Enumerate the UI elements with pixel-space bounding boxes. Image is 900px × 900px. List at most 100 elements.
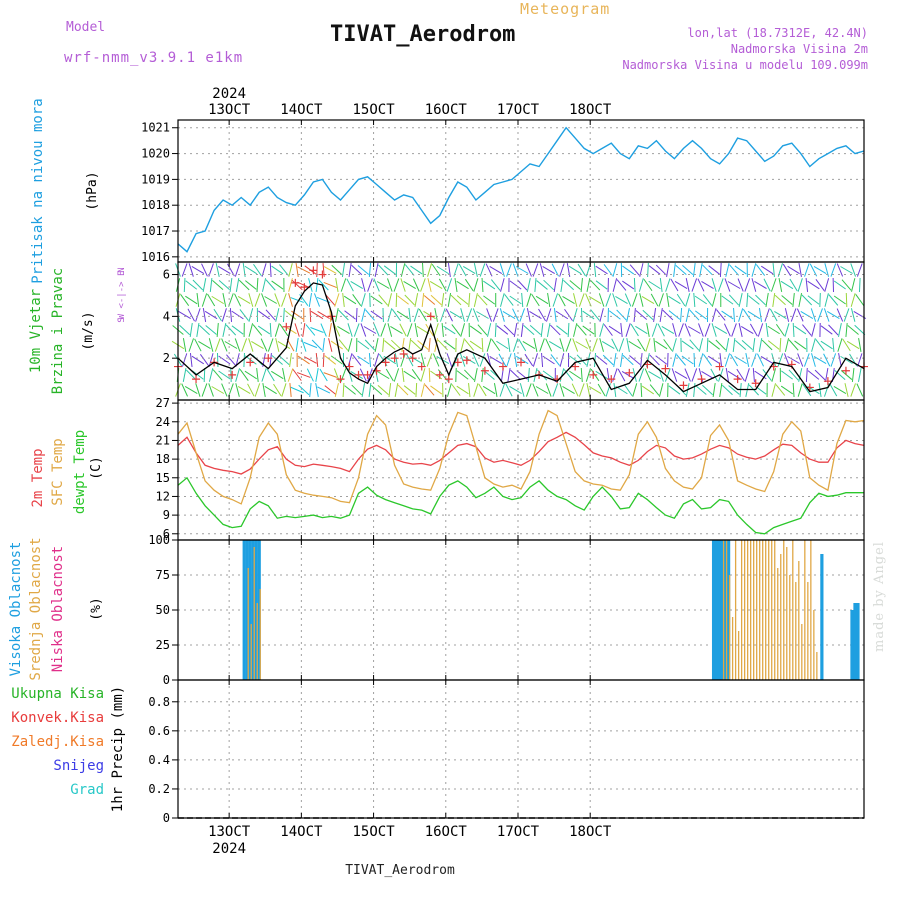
- wind-barb: [383, 265, 396, 275]
- wind-barb: [323, 281, 337, 289]
- bottom-time-label: 17OCT: [497, 824, 540, 840]
- wind-barb: [275, 338, 280, 352]
- axis-labels: 1016101710181019102010212466912151821242…: [8, 86, 612, 878]
- wind-barb: [178, 311, 191, 319]
- gust-marker: [300, 283, 309, 292]
- wind-barb: [403, 385, 416, 395]
- wind-barb: [248, 338, 254, 352]
- wind-barb: [347, 323, 353, 337]
- wind-barb: [622, 265, 635, 275]
- wind-barb: [334, 383, 339, 397]
- wind-barb: [196, 292, 200, 308]
- wind-barb: [740, 325, 754, 335]
- y-tick-label: 100: [148, 533, 170, 547]
- wind-barb: [436, 265, 449, 275]
- wind-barb: [672, 353, 677, 367]
- wind-barb: [253, 263, 262, 277]
- cloud-high-bar: [242, 540, 246, 680]
- wind-barb: [388, 382, 392, 398]
- wind-barb: [608, 325, 622, 335]
- wind-barb: [517, 279, 528, 291]
- wind-barb: [602, 354, 614, 366]
- wind-barb: [550, 354, 561, 366]
- wind-barb: [330, 355, 343, 365]
- wind-barb: [361, 383, 366, 397]
- wind-barb: [324, 355, 337, 365]
- wind-barb: [238, 279, 250, 291]
- wind-barb: [185, 295, 198, 305]
- wind-barb: [711, 308, 717, 322]
- precip-legend-item: Zaledj.Kisa: [11, 734, 104, 750]
- wind-barb: [506, 263, 512, 277]
- y-tick-label: 18: [156, 452, 170, 466]
- wind-barb: [635, 310, 648, 320]
- wind-barb: [180, 294, 190, 306]
- wind-barb: [359, 368, 367, 382]
- wind-barb: [545, 383, 552, 397]
- wind-barb: [260, 338, 268, 352]
- wind-barb: [387, 278, 393, 292]
- wind-barb: [616, 279, 627, 291]
- wind-barb: [520, 322, 524, 338]
- wind-barb: [710, 368, 718, 382]
- wind-barb: [257, 325, 271, 335]
- wind-barb: [721, 295, 734, 305]
- wind-barb: [733, 307, 736, 323]
- wind-barb: [224, 341, 238, 349]
- gust-marker: [823, 377, 832, 386]
- wind-barb: [553, 278, 557, 292]
- wind-barb: [643, 278, 653, 292]
- wind-barb: [481, 277, 484, 293]
- wind-barb: [796, 308, 804, 322]
- wind-barb: [593, 352, 597, 368]
- wind-barb: [282, 368, 286, 382]
- wind-barb: [840, 370, 853, 380]
- wind-barb: [601, 341, 615, 349]
- wind-barb: [315, 277, 319, 293]
- wind-barb: [183, 277, 186, 293]
- wind-barb: [847, 325, 859, 335]
- wind-barb: [774, 310, 787, 320]
- wind-barb: [261, 293, 268, 307]
- cloud-unit: (%): [89, 597, 104, 620]
- wind-barb: [595, 370, 608, 380]
- wind-barb: [840, 266, 853, 274]
- wind-barb: [449, 311, 463, 319]
- cloud-high-bar: [245, 540, 249, 680]
- footer-title: TIVAT_Aerodrom: [345, 863, 455, 878]
- wind-barb: [659, 277, 663, 293]
- wind-barb: [744, 368, 750, 382]
- wind-barb: [317, 386, 331, 394]
- wind-barb: [196, 323, 200, 337]
- wind-barb: [234, 293, 242, 307]
- wind-barb: [282, 307, 285, 323]
- wind-barb: [393, 278, 400, 292]
- model-elevation: Nadmorska Visina u modelu 109.099m: [622, 58, 868, 72]
- wind-barb: [182, 338, 187, 352]
- wind-barb: [181, 383, 188, 397]
- wind-barb: [275, 308, 280, 322]
- wind-barb: [201, 293, 208, 307]
- wind-barb: [580, 277, 583, 293]
- wind-barb: [399, 323, 407, 337]
- wind-barb: [211, 386, 225, 394]
- wind-barb: [665, 278, 671, 292]
- wind-barb: [585, 338, 592, 352]
- wind-barb: [612, 263, 618, 277]
- wind-barb: [500, 293, 505, 307]
- wind-barb: [777, 353, 784, 367]
- wind-barb: [208, 353, 214, 367]
- wind-barb: [751, 353, 757, 367]
- cloud-high-bar: [720, 540, 725, 680]
- wind-barb: [698, 353, 704, 367]
- wind-barb: [335, 308, 339, 322]
- wind-barb: [208, 368, 214, 382]
- wind-barb: [572, 293, 578, 307]
- wind-barb: [294, 323, 300, 337]
- wind-barb: [717, 278, 724, 292]
- wind-barb: [451, 324, 461, 336]
- wind-barb: [374, 263, 379, 277]
- wind-barb: [205, 325, 217, 335]
- wind-barb: [192, 279, 204, 291]
- wind-barb: [414, 293, 419, 307]
